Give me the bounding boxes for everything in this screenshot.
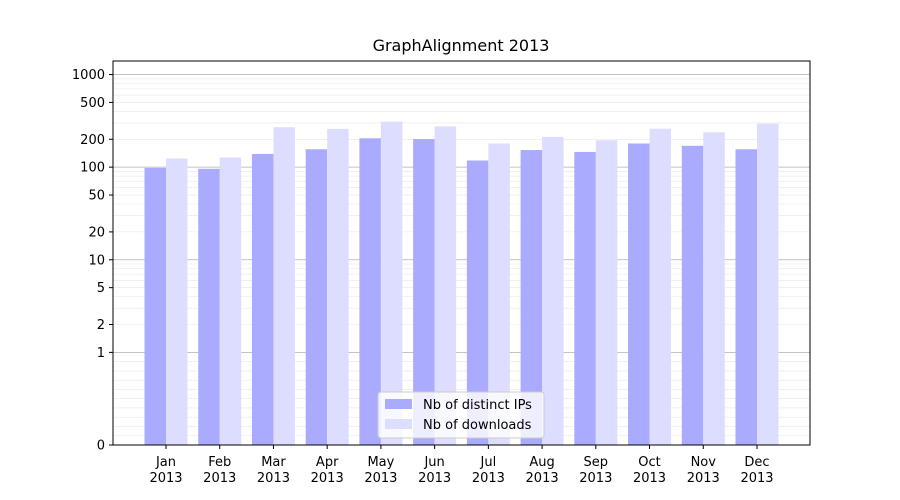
x-axis: Jan2013Feb2013Mar2013Apr2013May2013Jun20… [149, 445, 774, 486]
bar-distinct-ips-0 [144, 167, 166, 445]
x-tick-label-month: Nov [691, 455, 717, 470]
bar-downloads-0 [166, 158, 188, 445]
y-tick-label: 1000 [72, 68, 105, 83]
bars [144, 121, 779, 446]
legend-swatch-0 [385, 399, 412, 409]
legend-swatch-1 [385, 419, 412, 429]
x-tick-label-month: Apr [316, 455, 339, 470]
y-tick-label: 20 [88, 225, 105, 240]
chart-title: GraphAlignment 2013 [373, 36, 550, 55]
bar-downloads-10 [703, 132, 725, 446]
x-tick-label-year: 2013 [740, 471, 773, 486]
bar-downloads-8 [595, 140, 618, 446]
bar-distinct-ips-2 [251, 153, 274, 446]
x-tick-label-year: 2013 [149, 471, 182, 486]
y-axis: 0 1 2 5 10 20 50 100 200 500 1000 [72, 68, 113, 454]
bar-downloads-6 [488, 143, 510, 446]
x-tick-label-year: 2013 [203, 471, 236, 486]
x-tick-label-month: Sep [584, 455, 609, 470]
x-tick-label-month: Feb [208, 455, 231, 470]
x-tick-label-month: May [367, 455, 394, 470]
x-tick-label-month: Dec [744, 455, 769, 470]
x-tick-label-year: 2013 [311, 471, 344, 486]
x-tick-label-year: 2013 [472, 471, 505, 486]
x-tick-label-month: Jan [155, 455, 176, 470]
x-tick-label-month: Mar [261, 455, 286, 470]
bar-distinct-ips-7 [520, 150, 543, 445]
x-tick-label-month: Jul [480, 455, 497, 470]
bar-distinct-ips-3 [305, 149, 328, 446]
y-tick-label: 2 [97, 318, 105, 333]
x-tick-label-year: 2013 [526, 471, 559, 486]
y-tick-label: 100 [80, 161, 105, 176]
legend-box [377, 391, 545, 439]
plot-frame [112, 60, 811, 446]
legend: Nb of distinct IPs Nb of downloads [377, 391, 545, 439]
bar-distinct-ips-10 [681, 145, 704, 446]
bar-downloads-7 [542, 136, 564, 445]
x-tick-label-year: 2013 [257, 471, 290, 486]
x-tick-label-month: Aug [529, 455, 554, 470]
y-tick-label: 1 [97, 346, 105, 361]
bar-distinct-ips-6 [466, 160, 489, 446]
x-tick-label-year: 2013 [687, 471, 720, 486]
bar-downloads-11 [757, 123, 779, 445]
x-tick-label-year: 2013 [579, 471, 612, 486]
x-tick-label-year: 2013 [418, 471, 451, 486]
legend-label-0: Nb of distinct IPs [423, 398, 532, 413]
x-tick-label-year: 2013 [364, 471, 397, 486]
bar-distinct-ips-9 [628, 143, 650, 446]
bar-downloads-3 [327, 128, 349, 445]
y-tick-label: 5 [97, 281, 105, 296]
bar-distinct-ips-8 [574, 151, 596, 445]
y-tick-label: 50 [88, 189, 105, 204]
bar-distinct-ips-5 [413, 139, 435, 445]
x-tick-label-month: Oct [638, 455, 660, 470]
y-tick-label: 200 [80, 133, 105, 148]
bar-downloads-2 [273, 127, 295, 446]
bar-downloads-1 [219, 157, 242, 445]
legend-label-1: Nb of downloads [423, 418, 532, 433]
bar-downloads-4 [380, 121, 403, 446]
bar-downloads-9 [649, 128, 672, 445]
y-tick-label: 0 [97, 439, 105, 454]
x-tick-label-month: Jun [423, 455, 444, 470]
bar-distinct-ips-1 [198, 168, 220, 446]
bar-downloads-5 [434, 126, 457, 445]
y-tick-label: 500 [80, 96, 105, 111]
y-tick-label: 10 [88, 253, 105, 268]
x-tick-label-year: 2013 [633, 471, 666, 486]
bar-distinct-ips-4 [359, 138, 381, 445]
bar-distinct-ips-11 [735, 149, 757, 446]
